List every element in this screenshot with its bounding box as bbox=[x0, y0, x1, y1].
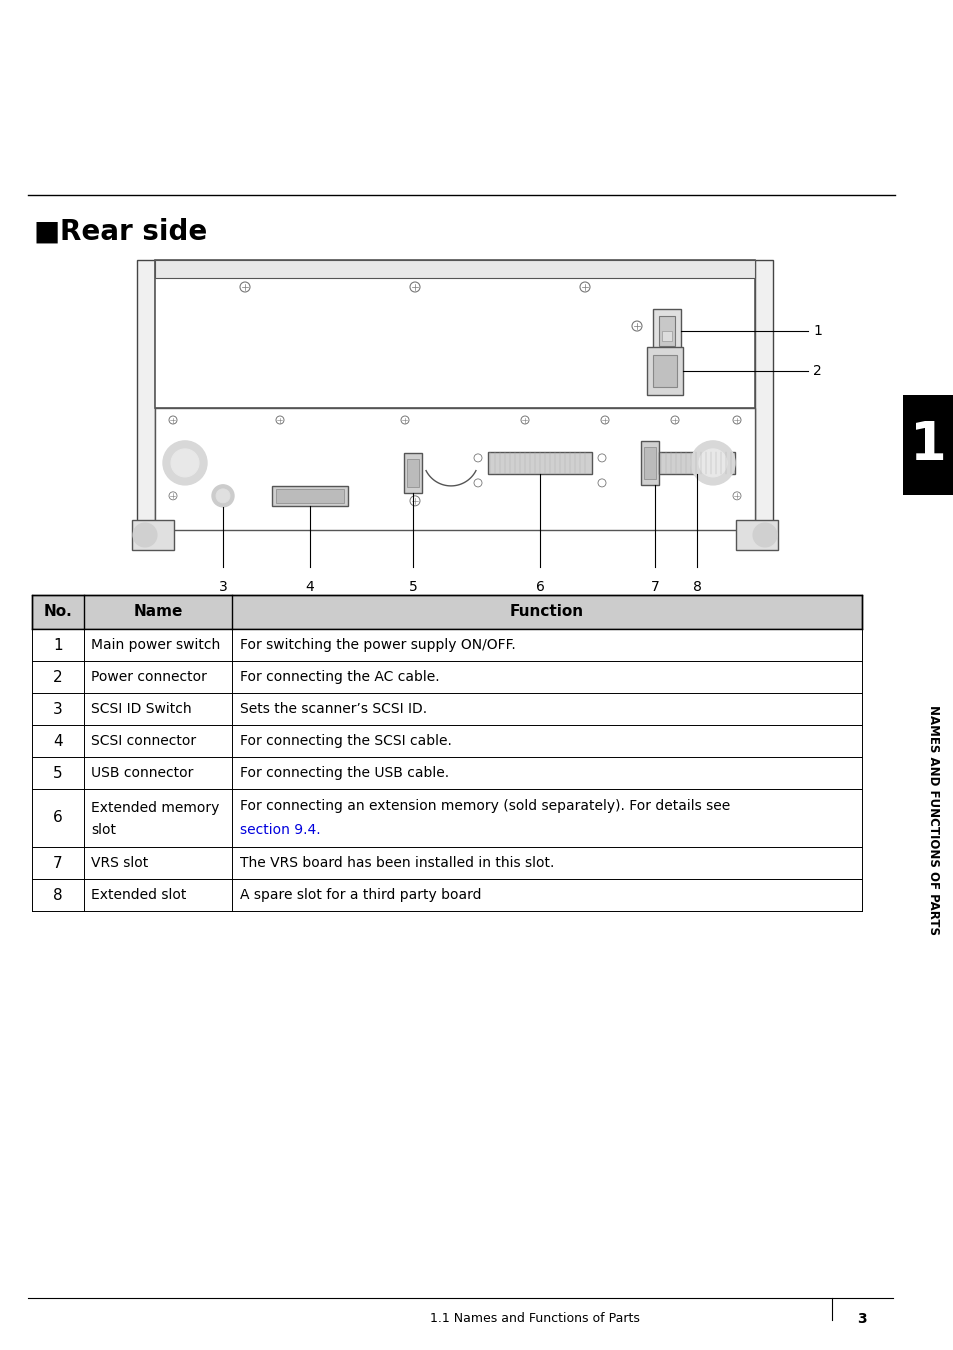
Bar bbox=[659, 452, 734, 474]
Text: For connecting an extension memory (sold separately). For details see: For connecting an extension memory (sold… bbox=[240, 799, 729, 814]
Bar bbox=[132, 520, 173, 549]
Bar bbox=[32, 788, 862, 846]
Bar bbox=[32, 629, 862, 662]
Bar bbox=[32, 725, 862, 757]
Bar bbox=[640, 441, 659, 485]
Text: 3: 3 bbox=[218, 580, 227, 594]
Bar bbox=[643, 447, 656, 479]
Circle shape bbox=[171, 450, 199, 477]
Bar bbox=[32, 757, 862, 788]
Text: Main power switch: Main power switch bbox=[91, 639, 220, 652]
Text: Function: Function bbox=[510, 605, 583, 620]
Circle shape bbox=[163, 441, 207, 485]
Text: For connecting the SCSI cable.: For connecting the SCSI cable. bbox=[240, 734, 452, 748]
Text: 3: 3 bbox=[857, 1312, 866, 1326]
Bar bbox=[902, 396, 953, 495]
Bar bbox=[154, 408, 754, 531]
Circle shape bbox=[699, 450, 726, 477]
Text: 8: 8 bbox=[53, 887, 63, 903]
Text: For connecting the USB cable.: For connecting the USB cable. bbox=[240, 765, 449, 780]
Text: 1: 1 bbox=[812, 324, 821, 338]
Text: For switching the power supply ON/OFF.: For switching the power supply ON/OFF. bbox=[240, 639, 516, 652]
Text: USB connector: USB connector bbox=[91, 765, 193, 780]
Circle shape bbox=[752, 522, 776, 547]
Bar bbox=[652, 355, 677, 387]
Bar bbox=[403, 452, 421, 493]
Text: Sets the scanner’s SCSI ID.: Sets the scanner’s SCSI ID. bbox=[240, 702, 427, 716]
Bar bbox=[154, 261, 754, 408]
Bar bbox=[32, 846, 862, 879]
Bar bbox=[272, 486, 348, 506]
Text: ■: ■ bbox=[34, 217, 60, 246]
Text: NAMES AND FUNCTIONS OF PARTS: NAMES AND FUNCTIONS OF PARTS bbox=[926, 705, 940, 936]
Text: 2: 2 bbox=[812, 364, 821, 378]
Text: 6: 6 bbox=[53, 810, 63, 825]
Bar bbox=[652, 309, 680, 354]
Bar bbox=[154, 261, 754, 278]
Text: VRS slot: VRS slot bbox=[91, 856, 148, 869]
Text: 6: 6 bbox=[535, 580, 544, 594]
Text: The VRS board has been installed in this slot.: The VRS board has been installed in this… bbox=[240, 856, 554, 869]
Bar bbox=[32, 662, 862, 693]
Text: 5: 5 bbox=[408, 580, 416, 594]
Text: 1: 1 bbox=[909, 418, 946, 471]
Circle shape bbox=[690, 441, 734, 485]
Bar bbox=[32, 595, 862, 629]
Bar bbox=[137, 261, 154, 531]
Text: 4: 4 bbox=[53, 733, 63, 748]
Bar bbox=[659, 316, 675, 346]
Text: 4: 4 bbox=[305, 580, 314, 594]
Text: SCSI connector: SCSI connector bbox=[91, 734, 196, 748]
Bar bbox=[661, 331, 671, 342]
Text: No.: No. bbox=[44, 605, 72, 620]
Text: Rear side: Rear side bbox=[60, 217, 207, 246]
Text: 5: 5 bbox=[53, 765, 63, 780]
Text: 1: 1 bbox=[53, 637, 63, 652]
Text: slot: slot bbox=[91, 822, 116, 837]
Circle shape bbox=[132, 522, 157, 547]
Text: 1.1 Names and Functions of Parts: 1.1 Names and Functions of Parts bbox=[430, 1312, 639, 1324]
Text: Name: Name bbox=[133, 605, 182, 620]
Text: For connecting the AC cable.: For connecting the AC cable. bbox=[240, 670, 439, 684]
Text: 7: 7 bbox=[53, 856, 63, 871]
Text: Extended slot: Extended slot bbox=[91, 888, 186, 902]
Text: Power connector: Power connector bbox=[91, 670, 207, 684]
Bar bbox=[488, 452, 592, 474]
Text: 7: 7 bbox=[650, 580, 659, 594]
Bar bbox=[32, 879, 862, 911]
Bar bbox=[275, 489, 344, 502]
Bar bbox=[407, 459, 418, 487]
Text: 2: 2 bbox=[53, 670, 63, 684]
Bar bbox=[735, 520, 778, 549]
Text: SCSI ID Switch: SCSI ID Switch bbox=[91, 702, 192, 716]
Bar bbox=[754, 261, 772, 531]
Text: 3: 3 bbox=[53, 702, 63, 717]
Circle shape bbox=[215, 489, 230, 502]
Bar bbox=[32, 693, 862, 725]
Bar bbox=[646, 347, 682, 396]
Text: 8: 8 bbox=[692, 580, 700, 594]
Text: A spare slot for a third party board: A spare slot for a third party board bbox=[240, 888, 481, 902]
Circle shape bbox=[212, 485, 233, 506]
Text: section 9.4.: section 9.4. bbox=[240, 822, 320, 837]
Text: Extended memory: Extended memory bbox=[91, 801, 219, 814]
